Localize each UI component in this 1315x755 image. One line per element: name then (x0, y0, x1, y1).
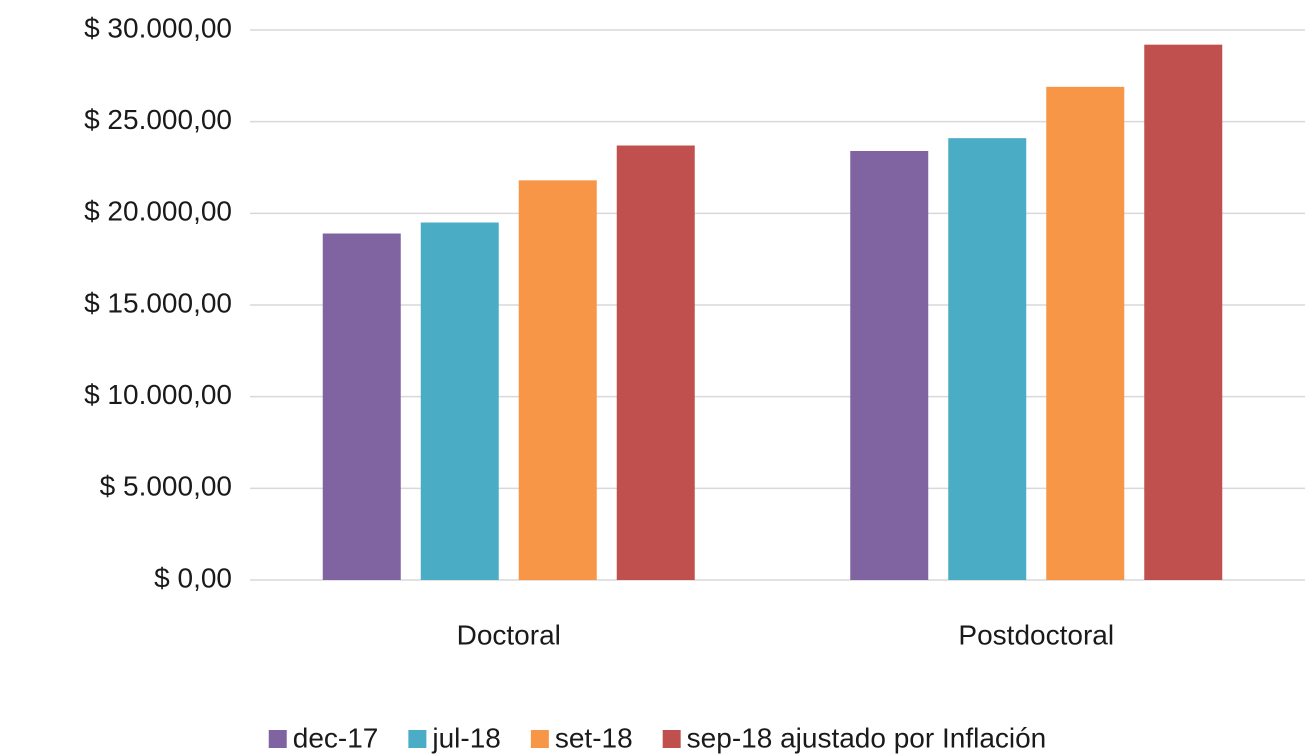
legend: dec-17 jul-18 set-18 sep-18 ajustado por In… (268, 722, 1047, 753)
x-tick-label: Postdoctoral (958, 619, 1114, 650)
y-tick-label: $ 25.000,00 (84, 104, 232, 135)
bar (420, 222, 499, 580)
bar (322, 233, 401, 580)
legend-swatch (408, 730, 427, 748)
legend-label: sep-18 ajustado por Inflación (687, 722, 1047, 753)
y-tick-label: $ 5.000,00 (100, 471, 232, 502)
bar (948, 138, 1027, 580)
y-tick-label: $ 30.000,00 (84, 12, 232, 43)
bar (850, 151, 929, 580)
legend-swatch (268, 730, 287, 748)
legend-label: jul-18 (431, 722, 500, 753)
y-tick-label: $ 10.000,00 (84, 379, 232, 410)
legend-swatch (530, 730, 549, 748)
bar (518, 180, 597, 581)
legend-label: dec-17 (293, 722, 379, 753)
x-tick-label: Doctoral (457, 619, 561, 650)
y-tick-label: $ 15.000,00 (84, 287, 232, 318)
y-tick-label: $ 0,00 (154, 562, 232, 593)
bar (1046, 86, 1125, 580)
bar (616, 145, 695, 580)
legend-swatch (662, 730, 681, 748)
y-tick-label: $ 20.000,00 (84, 196, 232, 227)
bar (1144, 44, 1223, 580)
legend-label: set-18 (555, 722, 633, 753)
